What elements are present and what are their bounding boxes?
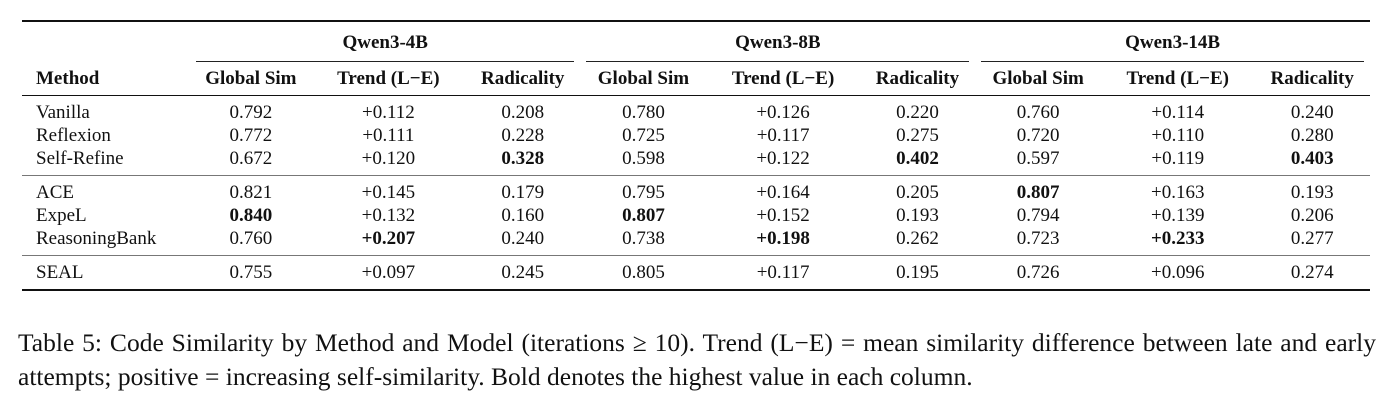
value-cell: +0.117 [756, 124, 810, 146]
value-cell: 0.807 [975, 175, 1102, 204]
table-row: SEAL 0.755 +0.097 0.245 0.805 +0.117 0.195 0.72… [22, 255, 1370, 290]
value-cell: 0.840 [229, 204, 273, 226]
value-cell: 0.228 [501, 124, 545, 146]
value-cell: +0.164 [706, 175, 860, 204]
value-cell: 0.240 [1290, 101, 1334, 123]
method-name-cell: Reflexion [36, 124, 111, 146]
value-cell: 0.597 [1016, 147, 1060, 169]
value-cell: 0.726 [975, 255, 1102, 290]
value-cell: 0.821 [189, 175, 312, 204]
value-cell: +0.111 [362, 124, 415, 146]
metric-header-radicality: Radicality [1270, 67, 1354, 89]
value-cell: 0.403 [1290, 147, 1334, 169]
value-cell: 0.780 [622, 101, 665, 123]
table-row: ExpeL 0.840 +0.132 0.160 0.807 +0.152 0.193 0.7… [22, 204, 1370, 227]
value-cell: 0.240 [501, 227, 545, 249]
value-cell: 0.807 [622, 204, 665, 226]
value-cell: 0.220 [896, 101, 939, 123]
method-name-cell: ACE [22, 175, 190, 204]
value-cell: +0.096 [1101, 255, 1255, 290]
value-cell: +0.207 [361, 227, 416, 249]
value-cell: +0.132 [361, 204, 416, 226]
value-cell: 0.760 [229, 227, 273, 249]
method-name-cell: ExpeL [36, 204, 87, 226]
value-cell: 0.160 [501, 204, 545, 226]
value-cell: +0.117 [706, 255, 860, 290]
value-cell: +0.110 [1151, 124, 1205, 146]
value-cell: 0.275 [896, 124, 939, 146]
value-cell: 0.725 [622, 124, 665, 146]
value-cell: 0.245 [465, 255, 581, 290]
value-cell: 0.792 [229, 101, 273, 123]
metric-header-global-sim: Global Sim [992, 67, 1084, 89]
method-name-cell: Vanilla [36, 101, 90, 123]
metric-header-trend: Trend (L−E) [337, 67, 440, 89]
table-header: Qwen3-4B Qwen3-8B Qwen3-14B Method Globa… [22, 21, 1370, 96]
table-row: Reflexion 0.772 +0.111 0.228 0.725 +0.117 0.27… [22, 124, 1370, 147]
value-cell: +0.126 [756, 101, 810, 123]
metric-header-radicality: Radicality [481, 67, 565, 89]
metric-header-trend: Trend (L−E) [1126, 67, 1230, 89]
method-name-cell: SEAL [22, 255, 190, 290]
table-row: ReasoningBank 0.760 +0.207 0.240 0.738 +0.198… [22, 227, 1370, 256]
value-cell: 0.720 [1016, 124, 1060, 146]
value-cell: +0.152 [756, 204, 810, 226]
value-cell: 0.195 [859, 255, 976, 290]
value-cell: 0.205 [859, 175, 976, 204]
method-column-header: Method [36, 67, 100, 89]
value-cell: 0.772 [229, 124, 273, 146]
metric-header-global-sim: Global Sim [597, 67, 690, 89]
value-cell: 0.193 [896, 204, 939, 226]
table-row: Vanilla 0.792 +0.112 0.208 0.780 +0.126 0.220 0… [22, 96, 1370, 125]
metric-header-trend: Trend (L−E) [731, 67, 835, 89]
value-cell: +0.112 [361, 101, 415, 123]
value-cell: 0.598 [622, 147, 665, 169]
value-cell: 0.738 [622, 227, 665, 249]
table-body: Vanilla 0.792 +0.112 0.208 0.780 +0.126 0.220 0… [22, 96, 1370, 290]
model-header-row: Qwen3-4B Qwen3-8B Qwen3-14B [22, 21, 1370, 62]
header-spacer [22, 21, 190, 62]
value-cell: 0.274 [1254, 255, 1370, 290]
value-cell: 0.280 [1290, 124, 1334, 146]
value-cell: 0.193 [1254, 175, 1370, 204]
value-cell: +0.122 [756, 147, 810, 169]
value-cell: 0.208 [501, 101, 545, 123]
value-cell: 0.794 [1016, 204, 1060, 226]
value-cell: 0.755 [189, 255, 312, 290]
value-cell: 0.328 [501, 147, 545, 169]
table-caption: Table 5: Code Similarity by Method and M… [18, 328, 1376, 391]
model-header-qwen3-8b: Qwen3-8B [580, 21, 975, 62]
metric-header-global-sim: Global Sim [205, 67, 297, 89]
value-cell: 0.179 [465, 175, 581, 204]
value-cell: 0.723 [1016, 227, 1060, 249]
value-cell: +0.114 [1151, 101, 1205, 123]
value-cell: +0.145 [311, 175, 465, 204]
value-cell: +0.120 [361, 147, 416, 169]
value-cell: 0.402 [896, 147, 939, 169]
method-name-cell: Self-Refine [36, 147, 124, 169]
value-cell: 0.795 [580, 175, 707, 204]
method-name-cell: ReasoningBank [36, 227, 157, 249]
value-cell: +0.119 [1151, 147, 1205, 169]
value-cell: +0.163 [1101, 175, 1255, 204]
value-cell: +0.233 [1150, 227, 1205, 249]
value-cell: +0.139 [1151, 204, 1205, 226]
metric-header-row: Method Global Sim Trend (L−E) Radicality… [22, 62, 1370, 96]
value-cell: 0.672 [229, 147, 273, 169]
value-cell: 0.262 [896, 227, 939, 249]
value-cell: 0.206 [1290, 204, 1334, 226]
value-cell: +0.097 [311, 255, 465, 290]
model-header-qwen3-14b: Qwen3-14B [975, 21, 1370, 62]
table-row: ACE 0.821 +0.145 0.179 0.795 +0.164 0.205 0.807… [22, 175, 1370, 204]
table-row: Self-Refine 0.672 +0.120 0.328 0.598 +0.122 0.… [22, 147, 1370, 176]
value-cell: +0.198 [756, 227, 810, 249]
value-cell: 0.760 [1016, 101, 1060, 123]
model-header-qwen3-4b: Qwen3-4B [190, 21, 581, 62]
value-cell: 0.277 [1290, 227, 1334, 249]
results-table: Qwen3-4B Qwen3-8B Qwen3-14B Method Globa… [22, 20, 1370, 291]
metric-header-radicality: Radicality [875, 67, 960, 89]
value-cell: 0.805 [580, 255, 707, 290]
